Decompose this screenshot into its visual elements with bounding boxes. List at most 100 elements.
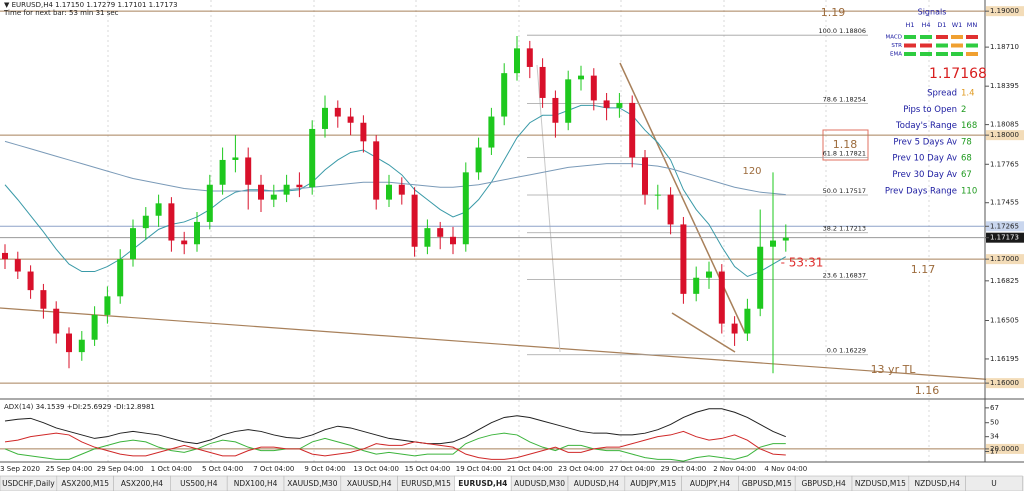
x-tick-label: 21 Oct 04:00 (507, 465, 553, 473)
signal-cell (936, 35, 948, 39)
x-tick-label: 27 Oct 04:00 (609, 465, 655, 473)
stat-label: Prev Days Range (885, 186, 957, 196)
annotation: 1.18 (833, 138, 858, 151)
symbol-tab[interactable]: AUDUSD,M30 (510, 475, 569, 491)
tab-label[interactable]: GBPUSD,M15 (742, 479, 792, 488)
candle-body (514, 48, 520, 74)
candle-body (462, 172, 469, 245)
symbol-tab[interactable]: XAUUSD,H4 (340, 475, 398, 491)
fib-label: 100.0 1.18806 (818, 27, 866, 35)
candle-body (2, 252, 8, 260)
candle-body (219, 159, 226, 185)
y-tick-label: 1.17000 (990, 255, 1019, 263)
tab-label[interactable]: AUDUSD,H4 (574, 479, 619, 488)
symbol-tab[interactable]: ASX200,M15 (56, 475, 114, 491)
tab-label[interactable]: EURUSD,H4 (458, 479, 507, 488)
candle-body (373, 141, 380, 200)
stat-value: 67 (961, 170, 972, 180)
fib-label: 78.6 1.18254 (823, 96, 866, 104)
candle-body (155, 203, 162, 216)
tab-label[interactable]: US500,H4 (180, 479, 218, 488)
tab-label[interactable]: AUDJPY,H4 (690, 479, 731, 488)
tab-label[interactable]: U (991, 479, 997, 488)
signal-cell (904, 35, 916, 39)
candle-body (744, 308, 751, 334)
x-tick-label: 7 Oct 04:00 (253, 465, 294, 473)
candle-body (475, 147, 482, 173)
signals-price: 1.17168 (929, 66, 987, 82)
tab-label[interactable]: XAUUSD,M30 (287, 479, 337, 488)
symbol-tab[interactable]: US500,H4 (170, 475, 228, 491)
tab-label[interactable]: NZDUSD,M15 (855, 479, 906, 488)
symbol-tab[interactable]: AUDJPY,H4 (681, 475, 739, 491)
trend-line (0, 307, 1011, 382)
stat-value: 78 (961, 137, 972, 147)
symbol-tab[interactable]: NZDUSD,H4 (908, 475, 966, 491)
tick-highlight (986, 254, 1024, 265)
candle-body (757, 246, 764, 309)
candle-body (360, 122, 367, 142)
signal-cell (920, 52, 932, 56)
candle-body (526, 48, 533, 67)
candle-body (706, 271, 712, 278)
tab-label[interactable]: NZDUSD,H4 (915, 479, 961, 488)
symbol-tab[interactable]: AUDUSD,H4 (567, 475, 626, 491)
symbol-tab[interactable]: USDCHF,Daily (0, 475, 58, 491)
candle-body (629, 102, 636, 158)
signal-column: H4 (921, 21, 930, 29)
chart-layer: 1.190001.187101.183951.180851.180001.177… (0, 6, 1024, 473)
signal-cell (951, 35, 963, 39)
candle-body (488, 116, 495, 148)
symbol-tab[interactable]: AUDJPY,M15 (624, 475, 682, 491)
trend-line (671, 312, 736, 353)
annotation: - 53:31 (781, 256, 824, 270)
tab-label[interactable]: AUDJPY,M15 (630, 479, 676, 488)
stat-label: Spread (927, 89, 957, 99)
x-tick-label: 15 Oct 04:00 (405, 465, 451, 473)
fib-anchor-line (536, 64, 561, 353)
tick-highlight (986, 130, 1024, 141)
symbol-tab[interactable]: XAUUSD,M30 (283, 475, 342, 491)
symbol-tab[interactable]: GBPUSD,H4 (794, 475, 853, 491)
candle-body (654, 194, 661, 196)
stat-value: 1.4 (961, 89, 975, 99)
tab-label[interactable]: ASX200,H4 (121, 479, 163, 488)
symbol-tab[interactable]: EURUSD,M15 (397, 475, 455, 491)
x-tick-label: 5 Oct 04:00 (202, 465, 243, 473)
candle-body (437, 228, 444, 237)
tab-label[interactable]: ASX200,M15 (61, 479, 109, 488)
tab-label[interactable]: NDX100,H4 (234, 479, 278, 488)
symbol-tab[interactable]: GBPUSD,M15 (738, 475, 796, 491)
signal-cell (966, 52, 978, 56)
symbol-tab[interactable]: NZDUSD,M15 (851, 475, 910, 491)
stat-label: Pips to Open (903, 105, 957, 115)
y-tick-label: 1.17173 (990, 234, 1019, 242)
candle-body (693, 277, 700, 294)
signal-column: MN (967, 21, 978, 29)
candle-body (283, 184, 290, 195)
symbol-tab[interactable]: ASX200,H4 (113, 475, 171, 491)
tab-background[interactable] (965, 475, 1023, 491)
candle-body (181, 240, 188, 245)
candle-body (245, 157, 252, 185)
candle-body (91, 314, 98, 340)
tab-label[interactable]: AUDUSD,M30 (514, 479, 565, 488)
signal-row-label: EMA (890, 52, 902, 58)
tab-label[interactable]: USDCHF,Daily (2, 479, 55, 488)
signal-cell (920, 35, 932, 39)
candle-body (66, 333, 72, 353)
candle-body (168, 203, 175, 241)
candle-body (258, 184, 264, 200)
candle-body (27, 271, 34, 291)
tab-label[interactable]: EURUSD,M15 (401, 479, 451, 488)
tab-label[interactable]: XAUUSD,H4 (347, 479, 392, 488)
stat-label: Today's Range (895, 121, 957, 131)
symbol-tab[interactable]: U (965, 475, 1023, 491)
tab-label[interactable]: GBPUSD,H4 (801, 479, 846, 488)
signal-row-label: MACD (886, 35, 903, 41)
symbol-tab[interactable]: NDX100,H4 (226, 475, 285, 491)
symbol-tab[interactable]: EURUSD,H4 (454, 475, 512, 491)
candle-body (539, 66, 546, 98)
candle-body (386, 184, 392, 200)
